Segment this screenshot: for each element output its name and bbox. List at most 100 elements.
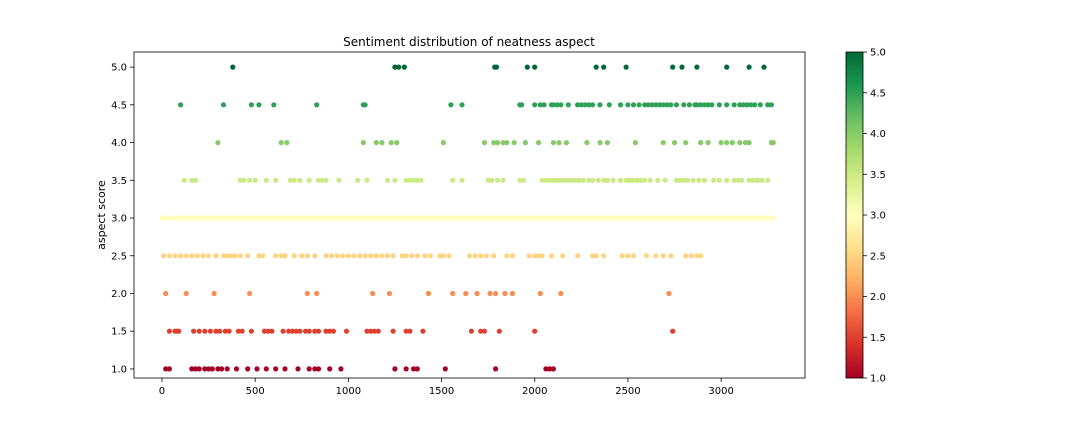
data-point (334, 253, 340, 259)
data-point (668, 102, 674, 108)
data-point (655, 177, 661, 183)
data-point (761, 64, 767, 70)
data-point (750, 177, 756, 183)
data-point (403, 177, 409, 183)
data-point (496, 328, 502, 334)
data-point (716, 102, 722, 108)
data-point (636, 102, 642, 108)
data-point (207, 328, 213, 334)
data-point (681, 102, 687, 108)
data-point (662, 177, 668, 183)
data-point (532, 64, 538, 70)
data-point (504, 140, 510, 146)
data-point (390, 253, 396, 259)
data-point (705, 102, 711, 108)
data-point (289, 328, 295, 334)
data-point (192, 366, 199, 372)
data-point (677, 177, 683, 183)
data-point (459, 177, 465, 183)
series-4 (215, 140, 776, 146)
data-point (220, 253, 227, 259)
data-point (202, 366, 208, 372)
data-point (748, 102, 754, 108)
data-point (282, 253, 288, 259)
y-tick-label: 4.0 (111, 138, 127, 149)
data-point (388, 140, 394, 146)
colorbar-tick-label: 3.5 (870, 170, 886, 181)
data-point (183, 290, 189, 297)
data-point (550, 177, 557, 183)
x-tick-label: 2500 (615, 386, 640, 397)
data-point (601, 253, 607, 259)
data-point (312, 253, 318, 259)
data-point (206, 253, 212, 259)
data-point (683, 253, 689, 259)
colorbar-tick-label: 1.0 (870, 374, 886, 385)
axes-layer: 0 500 1000 1500 2000 2500 3000 1.0 1.5 2.0 2.5 3.0 3… (111, 51, 806, 397)
data-point (645, 102, 652, 108)
data-point (653, 102, 659, 108)
data-point (481, 140, 487, 146)
data-point (394, 140, 400, 146)
data-point (343, 328, 350, 334)
data-point (694, 64, 700, 70)
data-point (226, 328, 232, 334)
data-point (494, 140, 501, 146)
data-point (392, 366, 398, 372)
data-point (653, 253, 659, 259)
data-point (746, 140, 752, 146)
data-point (392, 64, 398, 70)
data-point (304, 253, 310, 259)
y-tick-label: 5.0 (111, 63, 127, 74)
data-point (630, 253, 637, 259)
colorbar: 1.0 1.5 2.0 2.5 3.0 3.5 4.0 4.5 5.0 (845, 48, 886, 385)
data-point (586, 177, 592, 183)
data-point (386, 290, 392, 297)
series-5 (230, 64, 767, 70)
data-point (427, 253, 433, 259)
data-point (642, 102, 648, 108)
data-point (681, 177, 687, 183)
data-point (312, 328, 318, 334)
data-point (446, 253, 452, 259)
data-point (166, 253, 172, 259)
data-point (297, 328, 303, 334)
data-point (718, 140, 724, 146)
data-point (189, 253, 195, 259)
data-point (565, 102, 571, 108)
data-point (610, 177, 616, 183)
data-point (752, 102, 758, 108)
data-point (463, 290, 469, 297)
data-point (338, 366, 344, 372)
data-point (617, 177, 624, 183)
data-point (547, 366, 553, 372)
data-point (370, 290, 376, 297)
data-point (293, 328, 299, 334)
data-point (409, 253, 415, 259)
data-point (731, 177, 737, 183)
data-point (163, 366, 169, 372)
colorbar-tick-label: 4.5 (870, 88, 886, 99)
data-point (724, 102, 730, 108)
data-point (671, 140, 678, 146)
data-point (524, 64, 530, 70)
data-point (418, 177, 424, 183)
data-point (215, 140, 221, 146)
data-point (373, 140, 379, 146)
data-point (737, 102, 743, 108)
data-point (690, 177, 696, 183)
series-3-5 (181, 177, 771, 183)
data-point (619, 253, 625, 259)
data-point (560, 253, 566, 259)
data-point (698, 140, 704, 146)
data-point (768, 102, 775, 108)
data-point (196, 328, 202, 334)
data-point (660, 253, 666, 259)
data-point (474, 290, 480, 297)
data-point (660, 140, 666, 146)
data-point (306, 366, 312, 372)
data-point (166, 328, 172, 334)
chart-title: Sentiment distribution of neatness aspec… (343, 35, 595, 49)
colorbar-tick-label: 1.5 (870, 333, 886, 344)
